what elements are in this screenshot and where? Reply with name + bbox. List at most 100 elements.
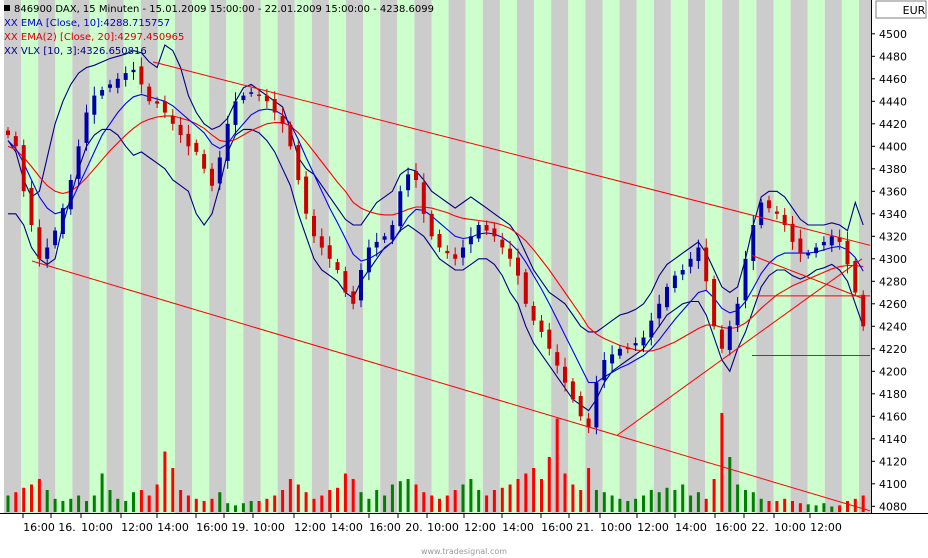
x-tick-label: 16:00 xyxy=(715,521,747,534)
candle-body xyxy=(53,230,58,246)
price-candles xyxy=(6,57,866,435)
x-tick-label: 12:00 xyxy=(121,521,153,534)
volume-bar xyxy=(618,498,622,512)
candle-body xyxy=(461,247,465,258)
volume-bar xyxy=(665,487,669,512)
y-tick-label: 4500 xyxy=(879,28,907,41)
x-tick-label: 16:00 xyxy=(541,521,573,534)
candle-body xyxy=(853,261,858,293)
volume-bar xyxy=(830,506,834,512)
x-tick-label: 16:00 xyxy=(369,521,401,534)
x-tick-label: 16. xyxy=(58,521,76,534)
candle-body xyxy=(84,112,89,143)
volume-bar xyxy=(696,492,700,512)
candle-body xyxy=(476,225,481,239)
trendline[interactable] xyxy=(616,258,863,436)
x-tick-label: 10:00 xyxy=(600,521,632,534)
volume-bar xyxy=(249,501,253,512)
currency-label: EUR xyxy=(903,4,926,17)
candle-body xyxy=(798,238,803,254)
volume-bar xyxy=(116,498,120,512)
y-tick-label: 4240 xyxy=(879,320,907,333)
trendlines[interactable] xyxy=(31,61,871,512)
volume-bar xyxy=(861,495,865,512)
volume-bar xyxy=(414,484,418,512)
session-band xyxy=(431,0,449,513)
candle-body xyxy=(131,69,136,73)
x-tick-label: 14:00 xyxy=(331,521,363,534)
session-band xyxy=(824,0,842,513)
candle-body xyxy=(115,78,120,88)
session-band xyxy=(773,0,791,513)
volume-bar xyxy=(304,492,308,512)
volume-bar xyxy=(806,504,810,512)
session-band xyxy=(585,0,603,513)
candle-body xyxy=(767,200,771,209)
session-band xyxy=(705,0,723,513)
candle-body xyxy=(657,303,662,319)
candle-body xyxy=(366,247,371,273)
session-band xyxy=(294,0,312,513)
volume-bar xyxy=(516,479,520,512)
trendline[interactable] xyxy=(751,254,863,299)
trendline[interactable] xyxy=(152,61,871,246)
y-tick-label: 4300 xyxy=(879,253,907,266)
session-band xyxy=(226,0,244,513)
session-band xyxy=(106,0,124,513)
volume-bar xyxy=(649,490,653,512)
candle-body xyxy=(680,270,685,275)
candle-body xyxy=(610,354,615,364)
volume-bar xyxy=(100,473,104,512)
volume-bar xyxy=(579,490,583,512)
volume-bar xyxy=(328,490,332,512)
x-tick-label: 14:00 xyxy=(157,521,189,534)
volume-bar xyxy=(163,451,167,512)
y-tick-label: 4260 xyxy=(879,298,907,311)
volume-bar xyxy=(783,498,787,512)
x-tick-label: 12:00 xyxy=(637,521,669,534)
session-band xyxy=(328,0,346,513)
x-tick-label: 16:00 xyxy=(196,521,228,534)
trendline[interactable] xyxy=(31,260,871,512)
volume-bar xyxy=(602,492,606,512)
volume-bar xyxy=(69,498,73,512)
candle-body xyxy=(6,130,10,135)
volume-bar xyxy=(720,413,724,512)
y-tick-label: 4420 xyxy=(879,118,907,131)
volume-bars xyxy=(6,413,865,512)
candle-body xyxy=(312,216,316,237)
candle-body xyxy=(696,247,701,261)
candle-body xyxy=(641,337,646,346)
volume-bar xyxy=(124,501,128,512)
volume-bar xyxy=(461,484,465,512)
session-band xyxy=(636,0,654,513)
volume-bar xyxy=(626,501,630,512)
volume-bar xyxy=(398,481,402,512)
volume-bar xyxy=(751,492,755,512)
candle-body xyxy=(155,101,160,104)
candle-body xyxy=(468,236,473,245)
candle-body xyxy=(92,95,97,115)
volume-bar xyxy=(281,490,285,512)
volume-bar xyxy=(108,490,112,512)
currency-box xyxy=(875,0,927,19)
volume-bar xyxy=(375,490,379,512)
volume-bar xyxy=(744,490,747,512)
candle-body xyxy=(194,142,199,152)
volume-bar xyxy=(853,498,857,512)
candle-body xyxy=(280,115,285,124)
volume-bar xyxy=(610,495,614,512)
candle-body xyxy=(555,352,560,366)
session-band xyxy=(619,0,637,513)
volume-bar xyxy=(657,492,661,512)
volume-bar xyxy=(838,505,842,512)
session-band xyxy=(739,0,757,513)
candle-body xyxy=(523,272,528,304)
session-band xyxy=(859,0,871,513)
candle-body xyxy=(13,136,18,147)
candle-body xyxy=(759,202,764,225)
session-band xyxy=(841,0,859,513)
session-band xyxy=(157,0,175,513)
volume-bar xyxy=(30,484,33,512)
